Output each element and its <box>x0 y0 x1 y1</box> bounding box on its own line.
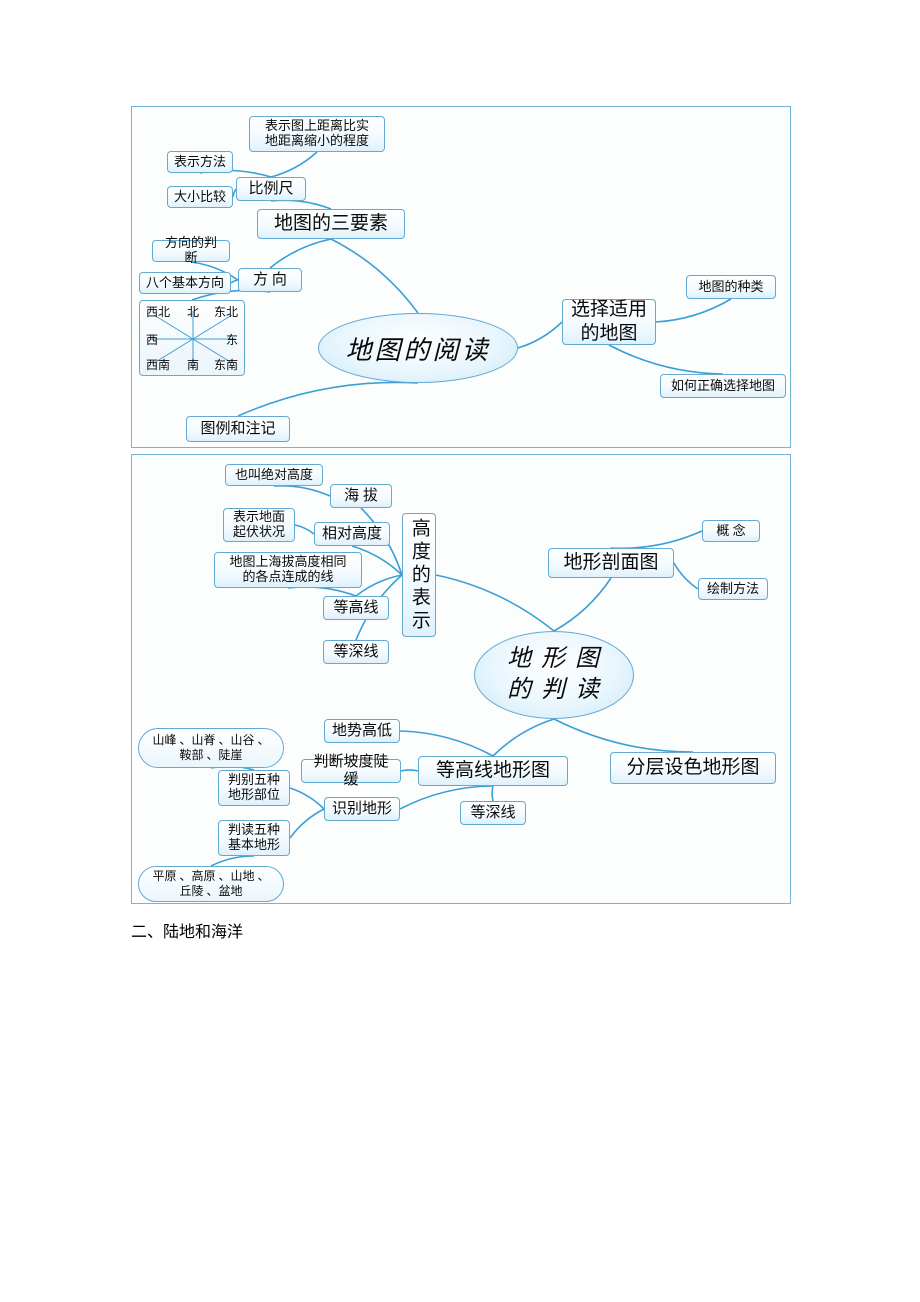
section-caption: 二、陆地和海洋 <box>131 918 243 942</box>
node-map_how: 如何正确选择地图 <box>660 374 786 398</box>
node-scale_def: 表示图上距离比实地距离缩小的程度 <box>249 116 385 152</box>
node-profile: 地形剖面图 <box>548 548 674 578</box>
node-terrain_id: 识别地形 <box>324 797 400 821</box>
node-height_rep: 高度的表示 <box>402 513 436 637</box>
node-legend: 图例和注记 <box>186 416 290 442</box>
node-relief: 地势高低 <box>324 719 400 743</box>
node-five_basic: 判读五种基本地形 <box>218 820 290 856</box>
node-dir_eight: 八个基本方向 <box>139 272 231 294</box>
node-scale: 比例尺 <box>236 177 306 201</box>
node-choose_map: 选择适用的地图 <box>562 299 656 345</box>
node-slope: 判断坡度陡缓 <box>301 759 401 783</box>
node-five_pos: 判别五种地形部位 <box>218 770 290 806</box>
node-scale_compare: 大小比较 <box>167 186 233 208</box>
node-layered: 分层设色地形图 <box>610 752 776 784</box>
node-isobath_a: 等深线 <box>323 640 389 664</box>
node-topographic-center: 地 形 图的 判 读 <box>474 631 634 719</box>
node-rel_h: 相对高度 <box>314 522 390 546</box>
node-scale_method: 表示方法 <box>167 151 233 173</box>
node-map-reading-center: 地图的阅读 <box>318 313 518 383</box>
node-direction: 方 向 <box>238 268 302 292</box>
node-contour: 等高线 <box>323 596 389 620</box>
node-c1: 山峰 、山脊 、山谷 、鞍部 、陡崖 <box>138 728 284 768</box>
node-rel_h_def: 表示地面起伏状况 <box>223 508 295 542</box>
node-map_types: 地图的种类 <box>686 275 776 299</box>
compass-rose: 西北 北 东北 西 东 西南 南 东南 <box>139 300 245 376</box>
node-abs_h: 也叫绝对高度 <box>225 464 323 486</box>
node-contour_def: 地图上海拔高度相同的各点连成的线 <box>214 552 362 588</box>
node-three_elements: 地图的三要素 <box>257 209 405 239</box>
node-profile_c: 概 念 <box>702 520 760 542</box>
page-root: 二、陆地和海洋 地图的阅读地图的三要素比例尺表示图上距离比实地距离缩小的程度表示… <box>0 0 920 1302</box>
node-contour_map: 等高线地形图 <box>418 756 568 786</box>
node-haiba: 海 拔 <box>330 484 392 508</box>
node-isobath_b: 等深线 <box>460 801 526 825</box>
node-profile_m: 绘制方法 <box>698 578 768 600</box>
node-dir_judge: 方向的判断 <box>152 240 230 262</box>
node-c2: 平原 、高原 、山地 、丘陵 、盆地 <box>138 866 284 902</box>
